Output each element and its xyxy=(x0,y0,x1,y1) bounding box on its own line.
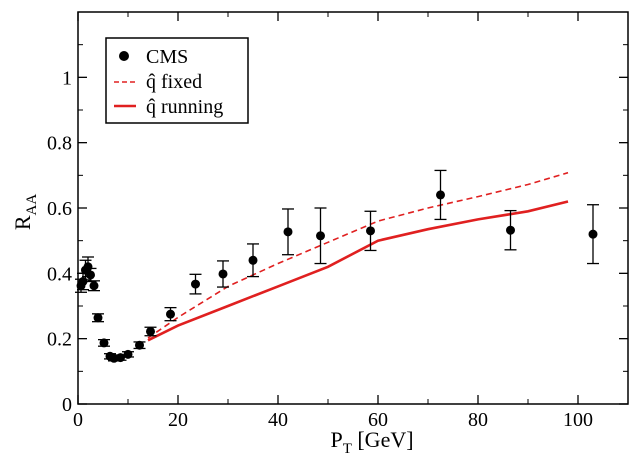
x-tick-label: 60 xyxy=(368,409,388,431)
cms-data-point xyxy=(86,270,95,280)
cms-data-point xyxy=(506,225,515,235)
x-tick-label: 80 xyxy=(468,409,488,431)
y-axis-label: RAA xyxy=(10,194,40,231)
x-tick-label: 0 xyxy=(73,409,83,431)
axis-ticks: 0 20 40 60 80 100 0 0.2 0.4 0.6 0.8 1 xyxy=(47,12,628,431)
x-tick-label: 100 xyxy=(563,409,593,431)
cms-data-point xyxy=(123,349,133,359)
series-line-running xyxy=(147,200,569,342)
cms-data-point xyxy=(366,226,375,236)
cms-data-point xyxy=(146,326,155,336)
x-tick-label: 40 xyxy=(268,409,288,431)
cms-data-point xyxy=(588,229,598,239)
y-tick-label: 1 xyxy=(62,67,72,89)
cms-data-point xyxy=(135,340,144,350)
cms-data-point xyxy=(93,313,103,323)
chart-marks xyxy=(75,169,599,363)
cms-data-point xyxy=(166,309,175,319)
cms-data-point xyxy=(283,227,293,237)
legend: CMS q̂ fixed q̂ running xyxy=(105,37,249,124)
cms-data-point xyxy=(436,190,445,200)
y-tick-label: 0.6 xyxy=(47,198,72,220)
cms-data-point xyxy=(89,281,99,291)
cms-data-point xyxy=(218,269,228,279)
x-tick-label: 20 xyxy=(168,409,188,431)
legend-fixed-label: q̂ fixed xyxy=(146,71,202,93)
y-tick-label: 0.8 xyxy=(47,133,72,155)
cms-data-point xyxy=(99,338,109,348)
x-axis-label: PT [GeV] xyxy=(330,427,413,455)
cms-data-point xyxy=(248,255,258,265)
cms-data-point xyxy=(116,353,125,363)
legend-cms-label: CMS xyxy=(146,46,188,68)
legend-running-label: q̂ running xyxy=(146,96,223,118)
legend-box xyxy=(105,37,249,124)
series-line-fixed xyxy=(147,171,569,339)
y-tick-label: 0 xyxy=(62,394,72,416)
cms-data-point xyxy=(316,231,325,241)
legend-cms-marker xyxy=(119,51,129,61)
y-tick-label: 0.2 xyxy=(47,329,72,351)
y-tick-label: 0.4 xyxy=(47,263,72,285)
cms-data-point xyxy=(191,279,200,289)
